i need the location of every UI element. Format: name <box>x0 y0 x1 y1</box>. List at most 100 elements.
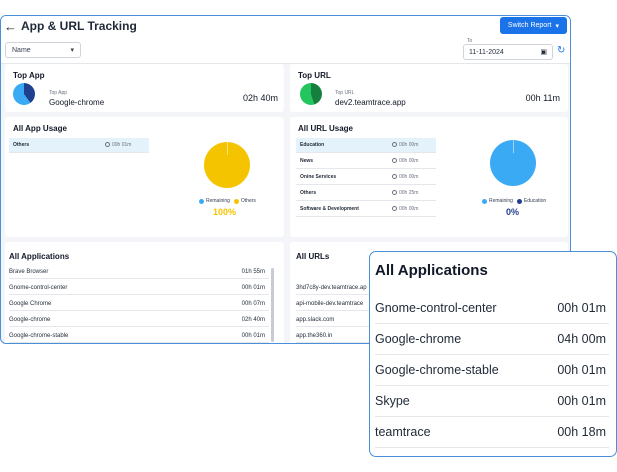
applications-zoom-panel: All Applications Gnome-control-center 00… <box>369 251 617 457</box>
app-usage-row[interactable]: Others 00h 01m <box>9 138 149 153</box>
popup-application-name: Gnome-control-center <box>375 301 497 315</box>
top-app-value: Google-chrome <box>49 98 105 107</box>
clock-icon <box>392 174 397 179</box>
applications-scrollbar[interactable] <box>271 268 274 342</box>
url-usage-row[interactable]: Others 00h 25m <box>296 186 436 201</box>
url-usage-row-name: News <box>300 158 314 164</box>
top-url-card: Top URL Top URL dev2.teamtrace.app 00h 1… <box>290 64 568 112</box>
top-app-label: Top App <box>49 90 68 96</box>
url-usage-row-time: 00h 00m <box>392 174 418 180</box>
app-usage-legend-others-label: Others <box>240 198 256 204</box>
back-arrow-icon[interactable]: ← <box>4 18 17 34</box>
remaining-dot-icon <box>482 198 487 204</box>
others-dot-icon <box>233 198 239 204</box>
refresh-icon[interactable]: ↻ <box>557 45 566 56</box>
page-title: App & URL Tracking <box>21 19 137 33</box>
switch-report-button[interactable]: Switch Report ▾ <box>499 17 567 34</box>
top-url-value: dev2.teamtrace.app <box>335 98 406 107</box>
app-usage-row-time-value: 00h 01m <box>112 142 132 148</box>
application-row[interactable]: Brave Browser 01h 55m <box>9 265 269 279</box>
clock-icon <box>392 158 397 163</box>
date-value: 11-11-2024 <box>469 48 504 56</box>
url-usage-row-name: Others <box>300 190 317 196</box>
url-usage-row-time-value: 00h 00m <box>399 206 419 212</box>
popup-application-row[interactable]: Skype 00h 01m <box>375 386 609 417</box>
top-url-time: 00h 11m <box>525 93 560 103</box>
url-row[interactable]: api-mobile-dev.teamtrace <box>296 297 371 311</box>
clock-icon <box>392 190 397 195</box>
popup-heading: All Applications <box>375 262 488 279</box>
app-usage-legend-remaining-label: Remaining <box>206 198 230 204</box>
app-usage-row-name: Others <box>13 142 30 148</box>
popup-application-row[interactable]: Google-chrome 04h 00m <box>375 324 609 355</box>
popup-application-time: 04h 00m <box>557 332 606 346</box>
url-row[interactable]: app.the360.in <box>296 329 371 343</box>
top-url-pie <box>300 83 322 105</box>
top-app-card: Top App Top App Google-chrome 02h 40m <box>5 64 284 112</box>
switch-report-label: Switch Report <box>507 22 552 29</box>
url-name: api-mobile-dev.teamtrace <box>296 300 364 307</box>
url-usage-card: All URL Usage Education 00h 00m News 00h… <box>290 117 568 237</box>
url-usage-pie <box>490 140 536 186</box>
url-usage-legend-education-label: Education <box>523 198 547 204</box>
clock-icon <box>392 142 397 147</box>
url-usage-row-name: Education <box>300 142 325 148</box>
popup-application-row[interactable]: Google-chrome-stable 00h 01m <box>375 355 609 386</box>
application-name: Google-chrome <box>9 316 51 323</box>
name-select-value: Name <box>12 46 31 54</box>
app-usage-heading: All App Usage <box>13 124 67 133</box>
popup-application-name: Google-chrome <box>375 332 462 346</box>
date-input[interactable]: 11-11-2024 ▣ <box>463 44 553 60</box>
url-usage-row[interactable]: Software & Development 00h 00m <box>296 202 436 217</box>
url-usage-row[interactable]: News 00h 00m <box>296 154 436 169</box>
app-usage-row-time: 00h 01m <box>105 142 131 148</box>
url-usage-row[interactable]: Education 00h 00m <box>296 138 436 153</box>
url-usage-legend-remaining-label: Remaining <box>489 198 513 204</box>
url-name: app.the360.in <box>296 332 333 339</box>
app-usage-legend-remaining: Remaining Others <box>199 198 256 204</box>
url-usage-row-name: Onine Services <box>300 174 337 180</box>
application-row[interactable]: Google Chrome 00h 07m <box>9 297 269 311</box>
all-urls-heading: All URLs <box>296 252 330 261</box>
app-window: ← App & URL Tracking Switch Report ▾ Nam… <box>0 15 571 344</box>
url-usage-row-name: Software & Development <box>300 206 359 212</box>
url-name: 3hd7c8y-dev.teamtrace.ap <box>296 284 367 291</box>
application-name: Gnome-control-center <box>9 284 68 291</box>
application-time: 00h 01m <box>241 284 265 291</box>
url-usage-heading: All URL Usage <box>298 124 353 133</box>
filter-bar: Name ▾ To 11-11-2024 ▣ ↻ <box>1 36 570 64</box>
title-bar: ← App & URL Tracking Switch Report ▾ <box>1 16 570 36</box>
url-usage-row-time-value: 00h 00m <box>399 174 419 180</box>
all-applications-heading: All Applications <box>9 252 70 261</box>
url-usage-row-time: 00h 00m <box>392 206 418 212</box>
application-row[interactable]: Gnome-control-center 00h 01m <box>9 281 269 295</box>
application-time: 00h 07m <box>241 300 265 307</box>
url-usage-row-time: 00h 25m <box>392 190 418 196</box>
app-usage-percent: 100% <box>213 207 237 217</box>
popup-application-time: 00h 18m <box>557 425 606 439</box>
chevron-down-icon: ▾ <box>70 47 74 54</box>
name-select[interactable]: Name ▾ <box>5 42 81 58</box>
url-usage-row-time-value: 00h 25m <box>399 190 419 196</box>
top-url-heading: Top URL <box>298 71 331 80</box>
app-usage-pie <box>204 142 250 188</box>
top-app-heading: Top App <box>13 71 45 80</box>
popup-application-row[interactable]: teamtrace 00h 18m <box>375 417 609 448</box>
application-row[interactable]: Google-chrome-stable 00h 01m <box>9 329 269 343</box>
clock-icon <box>392 206 397 211</box>
url-usage-row-time-value: 00h 00m <box>399 158 419 164</box>
education-dot-icon <box>516 198 522 204</box>
popup-application-row[interactable]: Gnome-control-center 00h 01m <box>375 293 609 324</box>
calendar-icon[interactable]: ▣ <box>540 49 547 56</box>
app-usage-card: All App Usage Others 00h 01m Remaining O… <box>5 117 284 237</box>
url-usage-row[interactable]: Onine Services 00h 00m <box>296 170 436 185</box>
url-usage-row-time-value: 00h 00m <box>399 142 419 148</box>
url-row[interactable]: 3hd7c8y-dev.teamtrace.ap <box>296 281 371 295</box>
url-usage-row-time: 00h 00m <box>392 158 418 164</box>
popup-application-name: Skype <box>375 394 410 408</box>
top-url-label: Top URL <box>335 90 355 96</box>
to-label: To <box>467 38 473 44</box>
application-name: Google-chrome-stable <box>9 332 69 339</box>
url-row[interactable]: app.slack.com <box>296 313 371 327</box>
application-row[interactable]: Google-chrome 02h 40m <box>9 313 269 327</box>
